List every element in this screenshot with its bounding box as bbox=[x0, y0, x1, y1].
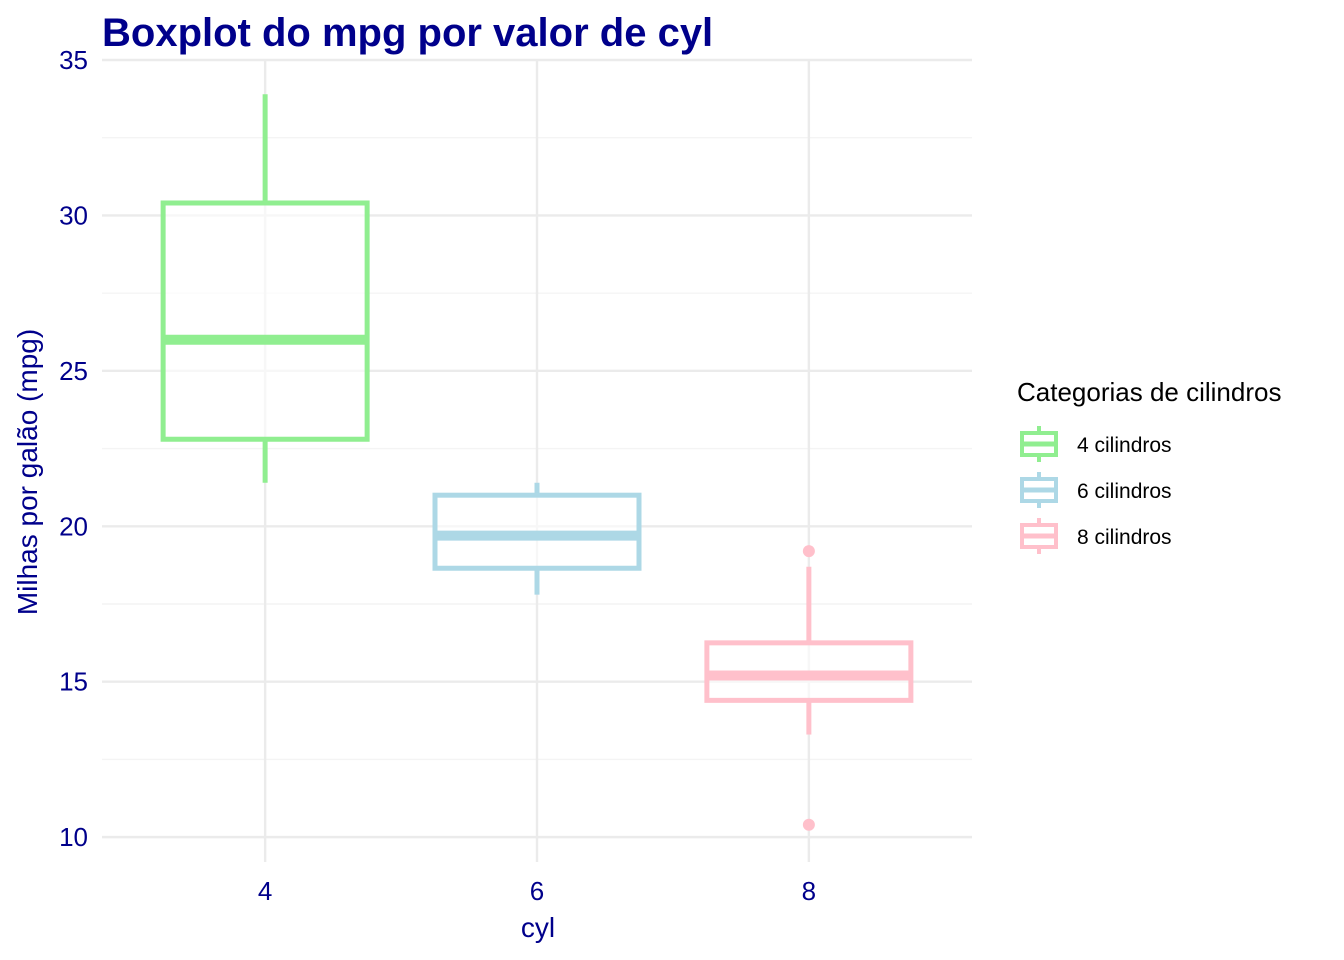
outlier-point bbox=[802, 545, 815, 558]
legend-item-6-cyl: 6 cilindros bbox=[1020, 472, 1172, 508]
outlier-point bbox=[802, 818, 815, 831]
axes: 10 15 20 25 30 35 4 6 8 bbox=[59, 45, 816, 906]
y-tick-label: 25 bbox=[59, 356, 88, 386]
chart-title: Boxplot do mpg por valor de cyl bbox=[102, 11, 713, 55]
boxes bbox=[160, 94, 914, 831]
legend-label: 8 cilindros bbox=[1077, 526, 1172, 549]
legend-item-4-cyl: 4 cilindros bbox=[1020, 426, 1172, 462]
y-tick-label: 35 bbox=[59, 45, 88, 75]
y-tick-label: 30 bbox=[59, 200, 88, 230]
y-tick-label: 15 bbox=[59, 667, 88, 697]
boxplot-6-cyl bbox=[432, 482, 642, 595]
legend-label: 6 cilindros bbox=[1077, 480, 1172, 503]
boxplot-4-cyl bbox=[160, 94, 370, 483]
y-tick-label: 20 bbox=[59, 511, 88, 541]
y-tick-label: 10 bbox=[59, 822, 88, 852]
legend-items: 4 cilindros 6 cilindros 8 cilindros bbox=[1020, 426, 1172, 554]
y-axis-title: Milhas por galão (mpg) bbox=[12, 329, 43, 615]
legend-item-8-cyl: 8 cilindros bbox=[1020, 518, 1172, 554]
x-tick-label: 8 bbox=[802, 876, 816, 906]
legend-title: Categorias de cilindros bbox=[1017, 377, 1281, 407]
legend-label: 4 cilindros bbox=[1077, 434, 1172, 457]
legend: Categorias de cilindros 4 cilindros 6 cil… bbox=[1017, 377, 1281, 554]
boxplot-8-cyl bbox=[704, 545, 914, 831]
x-tick-label: 6 bbox=[530, 876, 544, 906]
grid bbox=[102, 58, 972, 862]
box-iqr bbox=[160, 200, 370, 442]
x-tick-label: 4 bbox=[258, 876, 272, 906]
x-axis-title: cyl bbox=[521, 912, 555, 943]
